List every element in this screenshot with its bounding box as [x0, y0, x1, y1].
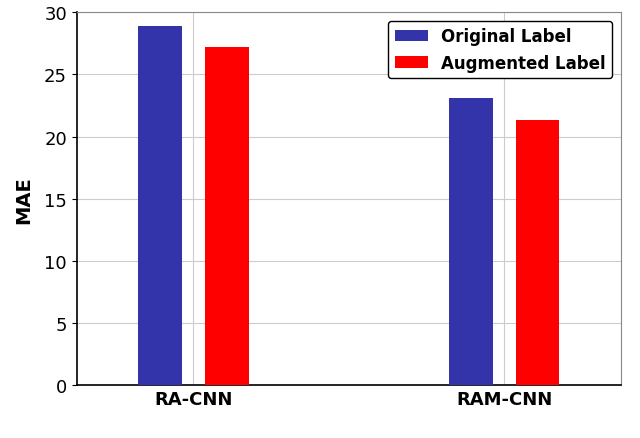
Y-axis label: MAE: MAE — [14, 176, 33, 223]
Bar — [205, 48, 248, 385]
Bar — [449, 99, 493, 385]
Bar — [138, 27, 182, 385]
Legend: Original Label, Augmented Label: Original Label, Augmented Label — [388, 21, 612, 79]
Bar — [516, 121, 559, 385]
